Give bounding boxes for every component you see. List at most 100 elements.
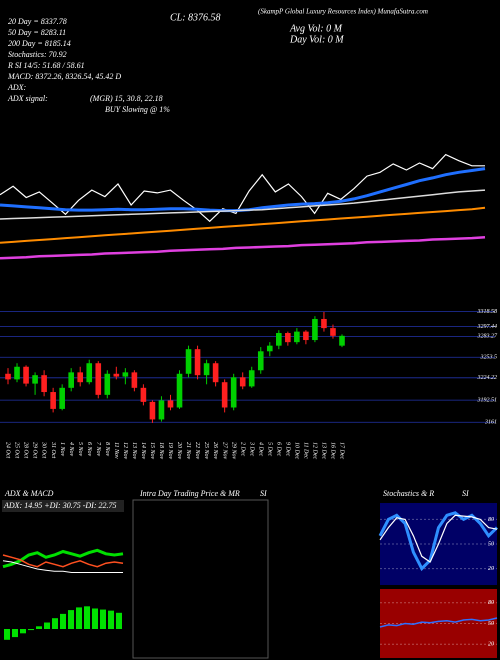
series-line <box>2 554 124 568</box>
candle-body <box>185 349 192 374</box>
candle-body <box>257 351 264 371</box>
candle-body <box>339 335 345 346</box>
x-tick-label: 1 Nov <box>59 442 65 457</box>
candle-body <box>41 375 47 393</box>
x-tick-label: 12 Dec <box>312 442 318 459</box>
x-tick-label: 24 Oct <box>5 442 12 458</box>
x-tick-label: 13 Dec <box>321 442 327 459</box>
series-line <box>0 153 485 223</box>
candle-body <box>86 363 93 383</box>
x-tick-label: 21 Nov <box>185 442 191 460</box>
y-tick-label: 3253.5 <box>480 355 498 361</box>
panel-label: SI <box>462 489 469 498</box>
panel-title: Stochastics & R <box>383 489 434 498</box>
panel-background <box>380 589 497 658</box>
bar <box>84 606 90 629</box>
x-tick-label: 7 Nov <box>95 442 101 457</box>
candle-body <box>59 387 65 409</box>
candle-body <box>50 392 56 409</box>
indicator-text: Avg Vol: 0 M <box>289 23 343 34</box>
x-tick-label: 17 Dec <box>339 442 345 459</box>
x-tick-label: 6 Dec <box>275 442 281 456</box>
series-line <box>379 617 498 628</box>
y-tick-label: 80 <box>488 517 494 523</box>
x-tick-label: 4 Nov <box>68 442 75 457</box>
bar <box>44 622 50 629</box>
bar <box>60 613 66 629</box>
candle-body <box>312 318 318 341</box>
x-tick-label: 15 Nov <box>149 442 155 460</box>
candle-body <box>212 363 219 383</box>
candle-body <box>330 328 336 336</box>
y-tick-label: 50 <box>488 621 494 627</box>
bar <box>52 618 58 629</box>
candle-body <box>285 333 291 343</box>
y-tick-label: 3161 <box>484 420 497 426</box>
x-tick-label: 9 Dec <box>284 442 290 456</box>
candle-body <box>203 363 210 376</box>
candle-body <box>122 372 129 377</box>
y-tick-label: 20 <box>488 566 494 572</box>
candle-body <box>131 372 138 388</box>
x-tick-label: 13 Nov <box>131 442 137 460</box>
x-tick-label: 3 Dec <box>248 441 254 456</box>
series-line <box>379 514 498 563</box>
x-tick-label: 11 Dec <box>303 442 309 459</box>
y-tick-label: 3297.44 <box>477 323 498 330</box>
indicator-text: MACD: 8372.26, 8326.54, 45.42 D <box>7 72 121 81</box>
candle-body <box>14 366 20 380</box>
bar <box>36 626 42 629</box>
bar <box>68 610 74 629</box>
x-tick-label: 29 Oct <box>32 442 38 458</box>
candle-body <box>276 333 282 346</box>
indicator-text: 20 Day = 8337.78 <box>8 17 67 26</box>
indicator-text: (MGR) 15, 30.8, 22.18 <box>90 94 163 103</box>
x-tick-label: 22 Nov <box>194 442 200 460</box>
bar <box>100 609 106 629</box>
y-tick-label: 80 <box>488 600 494 606</box>
candle-body <box>23 366 29 384</box>
x-tick-label: 11 Nov <box>113 442 119 459</box>
bar <box>4 629 10 640</box>
candle-body <box>95 363 102 395</box>
candle-body <box>230 377 237 408</box>
candle-body <box>239 377 246 387</box>
y-tick-label: 3318.58 <box>477 309 498 315</box>
candle-body <box>140 387 147 402</box>
panel-title: ADX & MACD <box>4 489 54 498</box>
y-tick-label: 50 <box>488 541 494 547</box>
candle-body <box>221 382 228 408</box>
x-tick-label: 8 Nov <box>104 442 110 457</box>
indicator-text: BUY Slowing @ 1% <box>105 105 170 114</box>
candle-body <box>176 373 183 408</box>
candle-body <box>248 370 255 387</box>
indicator-text: Day Vol: 0 M <box>289 34 344 45</box>
bar <box>108 610 114 629</box>
candle-body <box>158 400 165 420</box>
x-tick-label: 14 Nov <box>140 442 147 460</box>
x-tick-label: 5 Dec <box>266 442 272 456</box>
candle-body <box>303 331 309 341</box>
candle-body <box>266 345 273 352</box>
bar <box>92 608 98 629</box>
x-tick-label: 26 Nov <box>212 442 218 460</box>
indicator-text: 200 Day = 8185.14 <box>8 39 71 48</box>
label-box <box>2 500 124 512</box>
x-tick-label: 25 Oct <box>14 442 20 458</box>
panel-subtitle: ADX: 14.95 +DI: 30.75 -DI: 22.75 <box>3 501 117 510</box>
panel-title: Intra Day Trading Price & MR <box>139 489 240 498</box>
indicator-text: R SI 14/5: 51.68 / 58.61 <box>7 61 85 70</box>
candle-body <box>77 372 84 383</box>
bar <box>28 629 34 631</box>
bar <box>12 629 18 638</box>
y-tick-label: 3283.27 <box>477 334 499 340</box>
candle-body <box>194 349 201 376</box>
candle-body <box>113 373 120 377</box>
x-tick-label: 18 Nov <box>158 442 164 460</box>
x-tick-label: 20 Nov <box>176 442 182 460</box>
indicator-text: Stochastics: 70.92 <box>8 50 67 59</box>
x-tick-label: 28 Oct <box>23 442 29 458</box>
candle-body <box>294 331 300 343</box>
indicator-text: ADX: <box>7 83 27 92</box>
candle-body <box>68 372 74 388</box>
